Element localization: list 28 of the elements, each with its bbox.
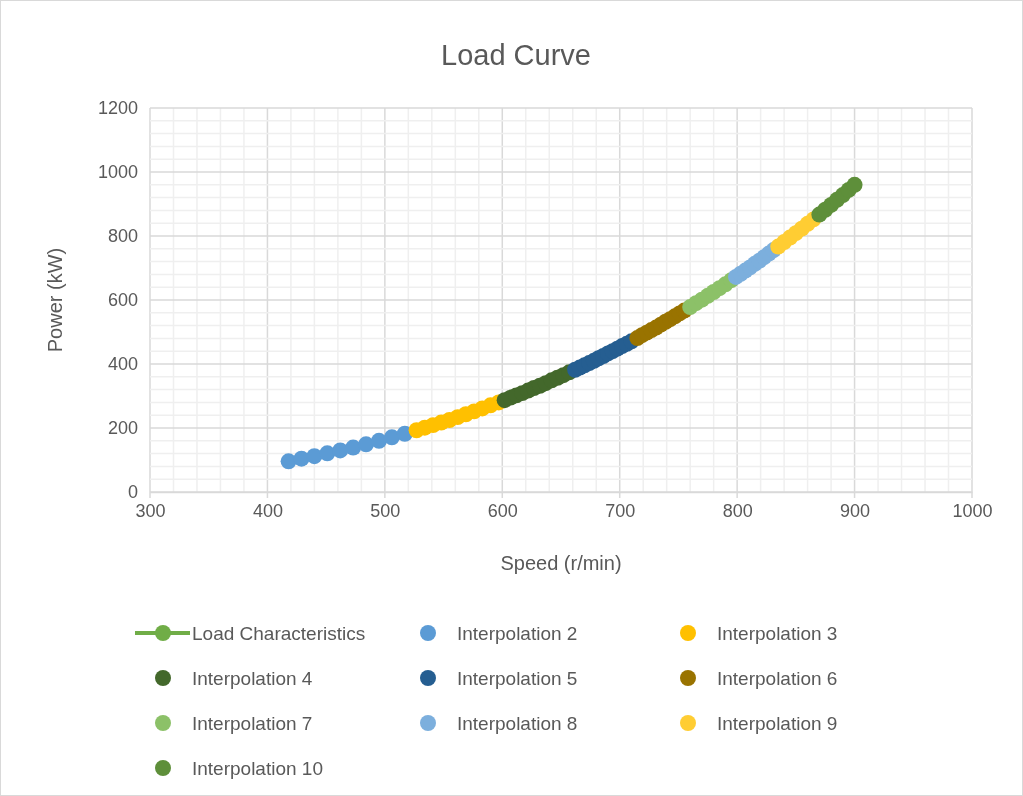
x-tick-label: 300 (135, 500, 166, 521)
x-tick-label: 700 (605, 500, 636, 521)
legend-label: Interpolation 9 (717, 713, 838, 734)
y-tick-label: 1200 (97, 98, 138, 119)
x-tick-label: 400 (252, 500, 283, 521)
x-tick-label: 800 (722, 500, 753, 521)
legend-label: Interpolation 6 (717, 668, 838, 689)
y-tick-label: 600 (107, 290, 138, 311)
legend-label: Load Characteristics (192, 623, 366, 644)
legend-label: Interpolation 3 (717, 623, 838, 644)
legend-label: Interpolation 5 (457, 668, 578, 689)
x-tick-label: 900 (840, 500, 871, 521)
x-axis-title: Speed (r/min) (500, 552, 622, 574)
y-tick-label: 800 (107, 226, 138, 247)
y-tick-label: 400 (107, 354, 138, 375)
y-axis-title: Power (kW) (44, 247, 66, 353)
y-tick-label: 200 (107, 418, 138, 439)
y-tick-label: 1000 (97, 162, 138, 183)
x-tick-label: 500 (370, 500, 401, 521)
x-tick-label: 1000 (952, 500, 993, 521)
legend-label: Interpolation 7 (192, 713, 313, 734)
chart-title: Load Curve (441, 39, 591, 71)
y-tick-label: 0 (127, 482, 138, 503)
x-tick-label: 600 (487, 500, 518, 521)
legend-label: Interpolation 4 (192, 668, 313, 689)
legend-label: Interpolation 2 (457, 623, 578, 644)
legend-label: Interpolation 8 (457, 713, 578, 734)
legend-label: Interpolation 10 (192, 758, 323, 779)
